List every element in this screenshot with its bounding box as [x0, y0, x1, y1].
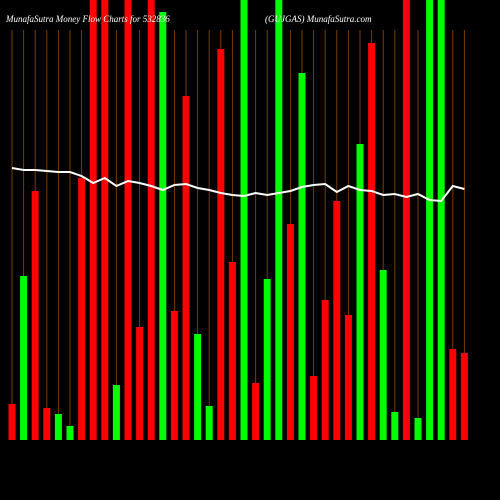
bar — [240, 0, 248, 440]
bar — [437, 0, 445, 440]
bar — [182, 96, 190, 440]
bars — [8, 0, 468, 440]
bar — [426, 0, 434, 440]
bar — [310, 376, 318, 440]
bar — [66, 426, 74, 440]
bar — [402, 0, 410, 440]
bar — [89, 0, 97, 440]
money-flow-line — [11, 167, 465, 203]
bar — [31, 191, 39, 440]
bar — [344, 315, 352, 440]
bar — [136, 327, 144, 440]
bar — [147, 0, 155, 440]
bar — [101, 0, 109, 440]
bar — [228, 262, 236, 440]
bar — [333, 201, 341, 440]
bar — [78, 178, 86, 440]
chart-title: MunafaSutra Money Flow Charts for 532836 — [5, 14, 170, 24]
bar — [124, 0, 132, 440]
bar — [391, 412, 399, 440]
bar — [54, 414, 62, 440]
bar — [205, 406, 213, 440]
bar — [194, 334, 202, 440]
bar — [8, 404, 16, 440]
bar — [252, 383, 260, 440]
bar — [43, 408, 51, 440]
bar — [298, 73, 306, 440]
bar — [263, 279, 271, 440]
bar — [414, 418, 422, 440]
bar — [170, 311, 178, 440]
bar — [275, 0, 283, 440]
bar — [20, 276, 28, 440]
bar — [159, 12, 167, 440]
bar — [356, 144, 364, 440]
bar — [379, 270, 387, 440]
bar — [112, 385, 120, 440]
bar — [321, 300, 329, 440]
bar — [449, 349, 457, 440]
bar — [368, 43, 376, 440]
bar — [217, 49, 225, 440]
chart-subtitle: (GUJGAS) MunafaSutra.com — [265, 14, 372, 24]
bar — [460, 353, 468, 440]
bar — [286, 224, 294, 440]
